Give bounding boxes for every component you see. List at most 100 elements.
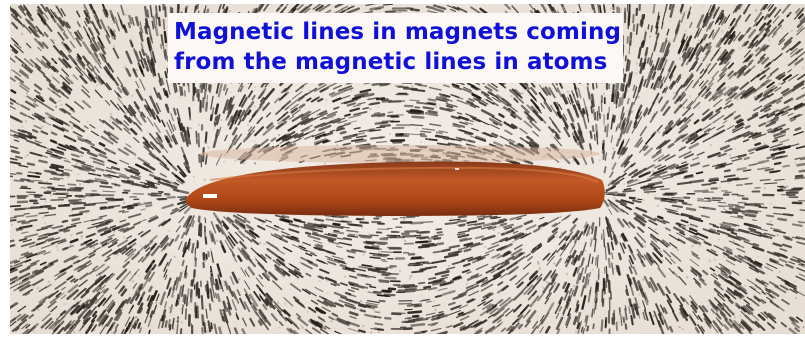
iron-filing [10,205,22,208]
iron-filing [21,129,33,135]
iron-filing [431,304,441,308]
iron-filing [291,113,304,122]
iron-filing [320,328,329,334]
iron-filing [562,113,568,121]
iron-filing [319,268,330,274]
iron-filing [248,300,252,306]
grain-speck [720,30,723,33]
iron-filing [497,81,507,89]
iron-filing [468,98,475,102]
iron-filing [691,253,700,260]
iron-filing [582,115,588,130]
iron-filing [545,252,551,259]
iron-filing [789,258,801,264]
iron-filing [56,327,65,334]
grain-speck [790,30,793,32]
iron-filing [466,274,479,281]
iron-filing [680,219,689,224]
iron-filing [690,140,696,145]
iron-filing [633,303,637,311]
iron-filing [33,102,39,107]
grain-speck [719,50,722,53]
iron-filing [161,119,166,128]
iron-filing [669,325,674,333]
iron-filing [745,304,754,312]
iron-filing [637,253,644,264]
iron-filing [590,4,594,10]
iron-filing [260,96,265,103]
iron-filing [114,323,119,330]
iron-filing [22,288,34,296]
iron-filing [237,81,244,93]
grain-speck [362,253,365,256]
iron-filing [463,86,472,92]
iron-filing [514,232,523,238]
iron-filing [279,267,290,276]
grain-speck [647,192,649,195]
grain-speck [168,306,171,309]
iron-filing [164,71,168,79]
iron-filing [689,21,693,29]
iron-filing [759,178,771,182]
iron-filing [742,138,750,143]
iron-filing [348,283,355,286]
iron-filing [439,95,448,99]
iron-filing [13,179,25,183]
iron-filing [723,87,734,96]
iron-filing [42,55,51,65]
iron-filing [664,139,671,145]
iron-filing [98,142,106,147]
grain-speck [619,210,622,213]
iron-filing [760,104,772,113]
iron-filing [509,138,516,143]
iron-filing [538,92,546,102]
iron-filing [760,113,769,119]
iron-filing [107,234,115,238]
iron-filing [759,43,767,51]
iron-filing [109,73,119,87]
iron-filing [70,115,81,123]
iron-filing [55,117,65,124]
iron-filing [767,6,777,18]
iron-filing [590,222,595,230]
iron-filing [212,288,215,298]
iron-filing [483,131,497,139]
iron-filing [148,329,151,334]
iron-filing [766,19,772,26]
iron-filing [734,205,745,209]
iron-filing [714,46,721,56]
iron-filing [243,105,251,117]
iron-filing [575,272,582,285]
iron-filing [567,294,571,302]
grain-speck [707,62,710,65]
iron-filing [419,267,432,271]
iron-filing [499,296,511,307]
iron-filing [484,325,496,334]
iron-filing [551,227,559,234]
iron-filing [171,207,178,212]
iron-filing [466,100,474,105]
iron-filing [180,131,186,143]
iron-filing [793,289,805,297]
iron-filing [207,250,210,258]
iron-filing [418,281,426,285]
grain-speck [473,327,476,330]
iron-filing [783,36,793,46]
iron-filing [144,311,150,324]
iron-filing [186,126,190,138]
iron-filing [50,305,58,313]
iron-filing [778,258,788,263]
iron-filing [751,131,758,137]
iron-filing [544,297,550,305]
iron-filing [732,5,738,14]
iron-filing [465,113,477,119]
iron-filing [21,231,29,234]
iron-filing [18,6,27,16]
iron-filing [19,187,32,190]
iron-filing [415,240,429,244]
iron-filing [123,127,131,135]
iron-filing [129,291,138,305]
iron-filing [26,12,34,22]
iron-filing [45,112,58,121]
iron-filing [722,221,737,227]
